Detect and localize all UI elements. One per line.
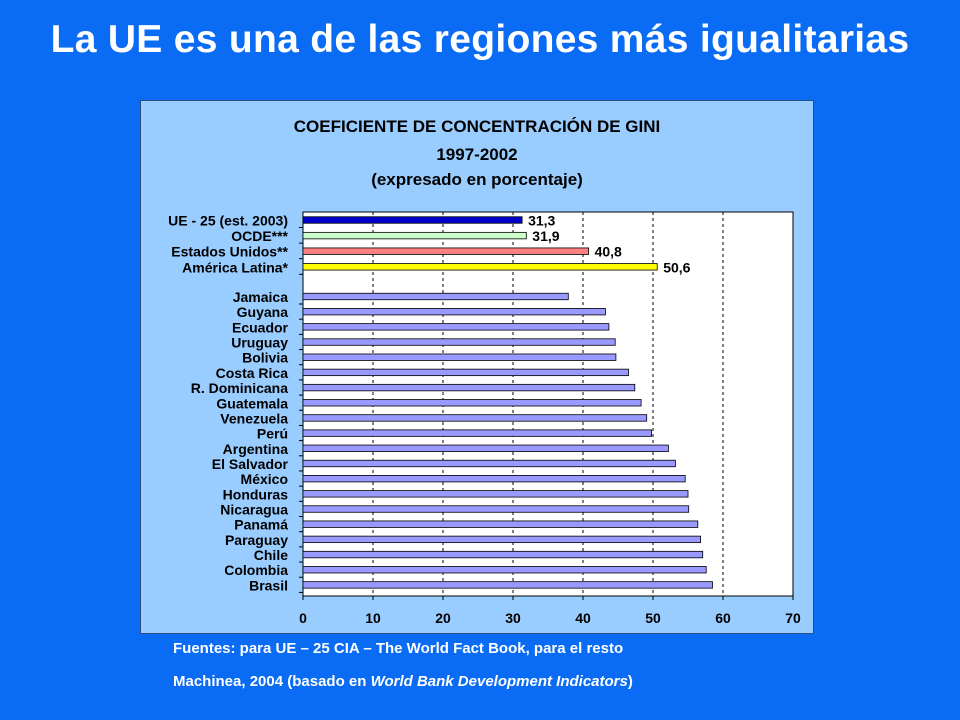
bar-guatemala [302,399,642,407]
bar-nicaragua [302,505,690,513]
gini-bar-chart: UE - 25 (est. 2003) 31,3 OCDE*** 31,9 Estado… [168,211,801,626]
category-label-uruguay: Uruguay [231,335,288,351]
xtick-label-20: 20 [435,610,451,626]
bar-uruguay [302,338,616,346]
bar-colombia [302,566,707,574]
category-label-panama: Panamá [234,517,288,533]
bar-argentina [302,444,669,452]
bar-panama [302,520,699,528]
category-label-r-dominicana: R. Dominicana [191,380,288,396]
source-line-2: Machinea, 2004 (basado en World Bank Dev… [173,673,633,690]
value-label-estados-unidos: 40,8 [595,244,622,260]
category-label-ue-25-est-2003: UE - 25 (est. 2003) [168,213,288,229]
category-label-argentina: Argentina [223,441,289,457]
category-label-costa-rica: Costa Rica [216,365,289,381]
bar-brasil [302,581,713,589]
bar-ue-25-est-2003 [302,216,523,224]
xtick-label-30: 30 [505,610,521,626]
bar-r-dominicana [302,383,636,392]
category-label-venezuela: Venezuela [220,410,288,426]
category-label-ecuador: Ecuador [232,319,289,335]
source-line-2-suffix: ) [627,673,633,690]
value-label-america-latina: 50,6 [663,259,690,275]
xtick-label-40: 40 [575,610,591,626]
chart-panel: COEFICIENTE DE CONCENTRACIÓN DE GINI 199… [140,100,814,634]
bar-costa-rica [302,368,629,377]
value-label-ue-25-est-2003: 31,3 [528,213,555,229]
xtick-label-10: 10 [365,610,381,626]
category-label-peru: Perú [257,426,288,442]
xtick-label-50: 50 [645,610,661,626]
bar-peru [302,429,653,437]
category-label-nicaragua: Nicaragua [220,502,288,518]
bar-mexico [302,475,686,483]
category-label-brasil: Brasil [249,577,288,593]
bar-ocde [302,231,527,240]
value-label-ocde: 31,9 [532,228,559,244]
bar-jamaica [302,292,569,301]
category-label-guatemala: Guatemala [216,395,288,411]
category-label-colombia: Colombia [224,562,288,578]
bar-bolivia [302,353,617,361]
chart-subtitle-years: 1997-2002 [436,145,518,164]
category-label-honduras: Honduras [223,486,289,502]
bar-ecuador [302,323,610,331]
xtick-label-0: 0 [299,610,307,626]
xtick-label-70: 70 [785,610,801,626]
bar-estados-unidos [302,247,590,255]
bar-chile [302,550,704,559]
category-label-bolivia: Bolivia [242,350,288,366]
bar-honduras [302,490,689,498]
category-label-paraguay: Paraguay [225,532,288,548]
source-line-2-italic: World Bank Development Indicators [370,673,628,690]
chart-subtitle-units: (expresado en porcentaje) [371,170,583,189]
bar-paraguay [302,535,702,544]
bar-el-salvador [302,459,676,468]
category-label-chile: Chile [254,547,288,563]
category-label-mexico: México [241,471,288,487]
chart-title: COEFICIENTE DE CONCENTRACIÓN DE GINI [293,117,661,136]
category-label-el-salvador: El Salvador [212,456,289,472]
category-label-ocde: OCDE*** [231,228,288,244]
bar-guyana [302,308,606,316]
category-label-america-latina: América Latina* [182,259,288,275]
category-label-jamaica: Jamaica [233,289,288,305]
bar-venezuela [302,414,648,422]
category-label-estados-unidos: Estados Unidos** [171,244,288,260]
source-line-1: Fuentes: para UE – 25 CIA – The World Fa… [173,640,624,657]
category-label-guyana: Guyana [237,304,289,320]
slide-title: La UE es una de las regiones más igualit… [50,18,910,61]
bar-america-latina [302,263,658,271]
source-line-2-prefix: Machinea, 2004 (basado en [173,673,371,690]
xtick-label-60: 60 [715,610,731,626]
